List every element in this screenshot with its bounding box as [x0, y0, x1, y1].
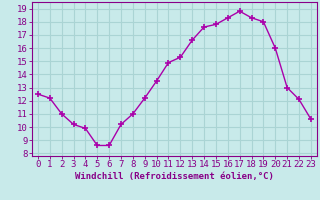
X-axis label: Windchill (Refroidissement éolien,°C): Windchill (Refroidissement éolien,°C): [75, 172, 274, 181]
